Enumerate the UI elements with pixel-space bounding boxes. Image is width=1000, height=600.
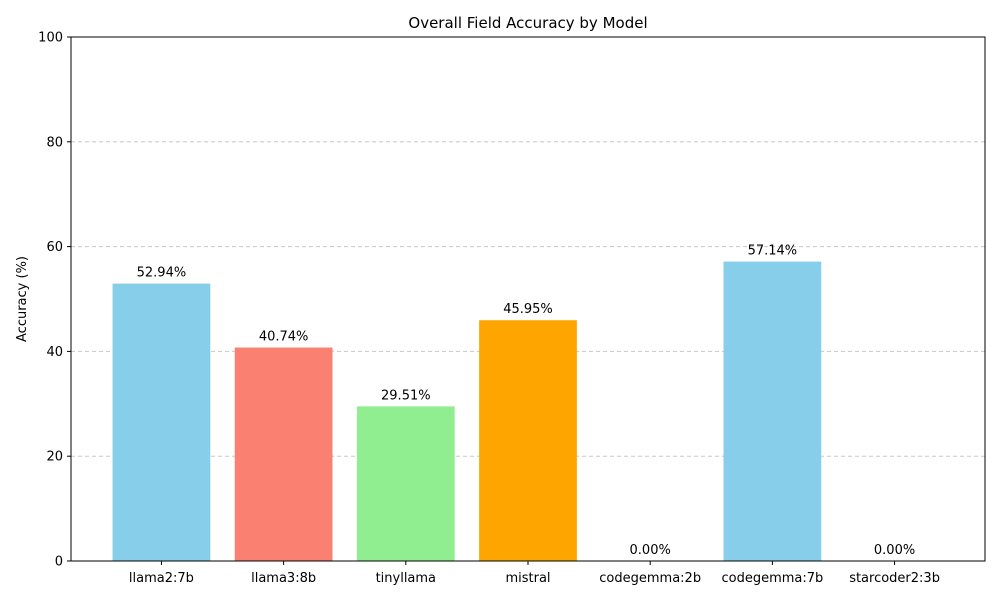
bar-llama2-7b	[112, 283, 211, 561]
bar-tinyllama	[356, 406, 455, 561]
bars	[112, 261, 822, 561]
data-label: 57.14%	[748, 244, 798, 259]
chart-title: Overall Field Accuracy by Model	[408, 14, 647, 32]
bar-llama3-8b	[234, 347, 333, 561]
y-axis-ticks: 0 20 40 60 80 100	[38, 31, 71, 570]
data-label: 29.51%	[381, 388, 431, 403]
data-labels: 52.94% 40.74% 29.51% 45.95% 0.00% 57.14% 0.00%	[137, 244, 916, 558]
y-tick-label: 0	[55, 555, 63, 570]
y-tick-label: 100	[38, 31, 63, 46]
bar-mistral	[479, 320, 577, 561]
x-tick-label: tinyllama	[376, 571, 436, 586]
y-tick-label: 20	[46, 450, 63, 465]
data-label: 52.94%	[137, 266, 187, 281]
bar-codegemma-7b	[723, 261, 822, 561]
x-tick-label: starcoder2:3b	[849, 571, 940, 586]
x-tick-label: mistral	[505, 571, 550, 586]
data-label: 0.00%	[630, 543, 671, 558]
x-tick-label: codegemma:2b	[599, 571, 701, 586]
plot-frame	[70, 36, 986, 562]
data-label: 0.00%	[874, 543, 915, 558]
data-label: 45.95%	[503, 302, 553, 317]
y-axis-label: Accuracy (%)	[15, 256, 30, 342]
x-axis-ticks: llama2:7b llama3:8b tinyllama mistral codege…	[129, 561, 940, 586]
y-tick-label: 60	[46, 240, 63, 255]
data-label: 40.74%	[259, 330, 309, 345]
y-tick-label: 40	[46, 345, 63, 360]
y-tick-label: 80	[46, 135, 63, 150]
x-tick-label: llama3:8b	[251, 571, 316, 586]
x-tick-label: codegemma:7b	[721, 571, 823, 586]
x-tick-label: llama2:7b	[129, 571, 194, 586]
